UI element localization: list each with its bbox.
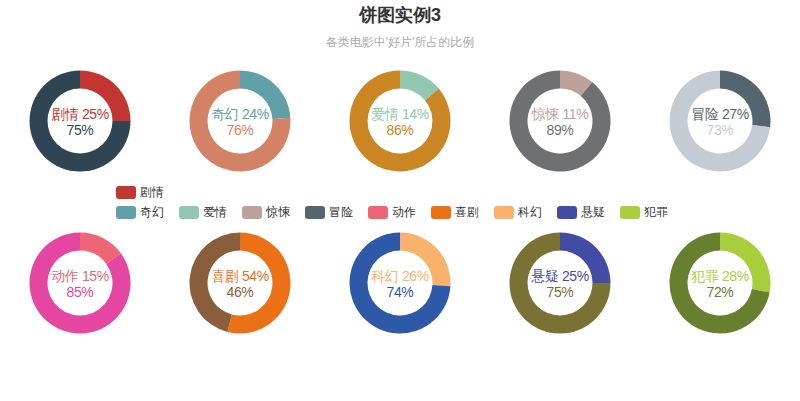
legend-item-科幻[interactable]: 科幻 xyxy=(494,204,542,221)
legend-item-喜剧[interactable]: 喜剧 xyxy=(431,204,479,221)
legend-item-动作[interactable]: 动作 xyxy=(368,204,416,221)
legend-label-喜剧: 喜剧 xyxy=(455,204,479,221)
donut-label-喜剧: 喜剧 54%46% xyxy=(170,268,310,300)
donut-label-奇幻: 奇幻 24%76% xyxy=(170,106,310,138)
legend-item-冒险[interactable]: 冒险 xyxy=(305,204,353,221)
donut-label-犯罪: 犯罪 28%72% xyxy=(650,268,790,300)
legend-label-剧情: 剧情 xyxy=(140,184,164,201)
legend-marker-悬疑 xyxy=(557,206,577,219)
legend-label-犯罪: 犯罪 xyxy=(644,204,668,221)
legend-item-犯罪[interactable]: 犯罪 xyxy=(620,204,668,221)
legend-row-1: 剧情 xyxy=(116,184,179,201)
donut-label-动作: 动作 15%85% xyxy=(10,268,150,300)
donut-label-悬疑: 悬疑 25%75% xyxy=(490,268,630,300)
legend-item-惊悚[interactable]: 惊悚 xyxy=(242,204,290,221)
legend-marker-奇幻 xyxy=(116,206,136,219)
legend-marker-动作 xyxy=(368,206,388,219)
legend-item-爱情[interactable]: 爱情 xyxy=(179,204,227,221)
legend-row-2: 奇幻 爱情 惊悚 冒险 动作 喜剧 科幻 悬疑 犯罪 xyxy=(116,204,683,221)
donut-label-爱情: 爱情 14%86% xyxy=(330,106,470,138)
legend-marker-剧情 xyxy=(116,186,136,199)
legend-label-奇幻: 奇幻 xyxy=(140,204,164,221)
legend-marker-冒险 xyxy=(305,206,325,219)
chart-title: 饼图实例3 xyxy=(0,3,800,27)
donut-label-科幻: 科幻 26%74% xyxy=(330,268,470,300)
legend-marker-喜剧 xyxy=(431,206,451,219)
legend-marker-惊悚 xyxy=(242,206,262,219)
chart-subtitle: 各类电影中'好片'所占的比例 xyxy=(0,34,800,51)
legend-label-冒险: 冒险 xyxy=(329,204,353,221)
legend-label-科幻: 科幻 xyxy=(518,204,542,221)
legend-item-悬疑[interactable]: 悬疑 xyxy=(557,204,605,221)
legend-item-奇幻[interactable]: 奇幻 xyxy=(116,204,164,221)
legend-marker-犯罪 xyxy=(620,206,640,219)
donut-label-惊悚: 惊悚 11%89% xyxy=(490,106,630,138)
donut-label-冒险: 冒险 27%73% xyxy=(650,106,790,138)
legend-label-爱情: 爱情 xyxy=(203,204,227,221)
legend-label-惊悚: 惊悚 xyxy=(266,204,290,221)
legend-item-剧情[interactable]: 剧情 xyxy=(116,184,164,201)
legend-label-动作: 动作 xyxy=(392,204,416,221)
legend-marker-科幻 xyxy=(494,206,514,219)
legend-label-悬疑: 悬疑 xyxy=(581,204,605,221)
donut-label-剧情: 剧情 25%75% xyxy=(10,106,150,138)
legend-marker-爱情 xyxy=(179,206,199,219)
